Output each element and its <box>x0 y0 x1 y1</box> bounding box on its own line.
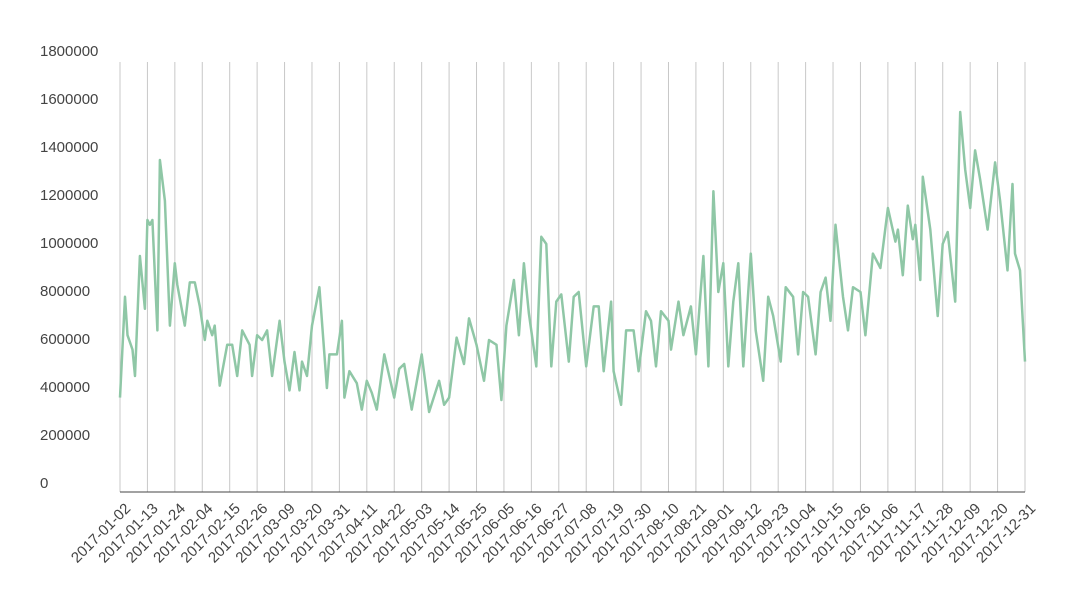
y-tick-label: 1400000 <box>40 139 98 156</box>
line <box>118 110 1027 414</box>
y-tick-label: 1200000 <box>40 187 98 204</box>
y-tick-label: 600000 <box>40 331 90 348</box>
y-tick-label: 200000 <box>40 427 90 444</box>
y-tick-label: 800000 <box>40 283 90 300</box>
y-tick-label: 1000000 <box>40 235 98 252</box>
y-tick-label: 400000 <box>40 379 90 396</box>
y-tick-label: 1600000 <box>40 91 98 108</box>
y-tick-label: 0 <box>40 475 48 492</box>
y-tick-label: 1800000 <box>40 43 98 60</box>
